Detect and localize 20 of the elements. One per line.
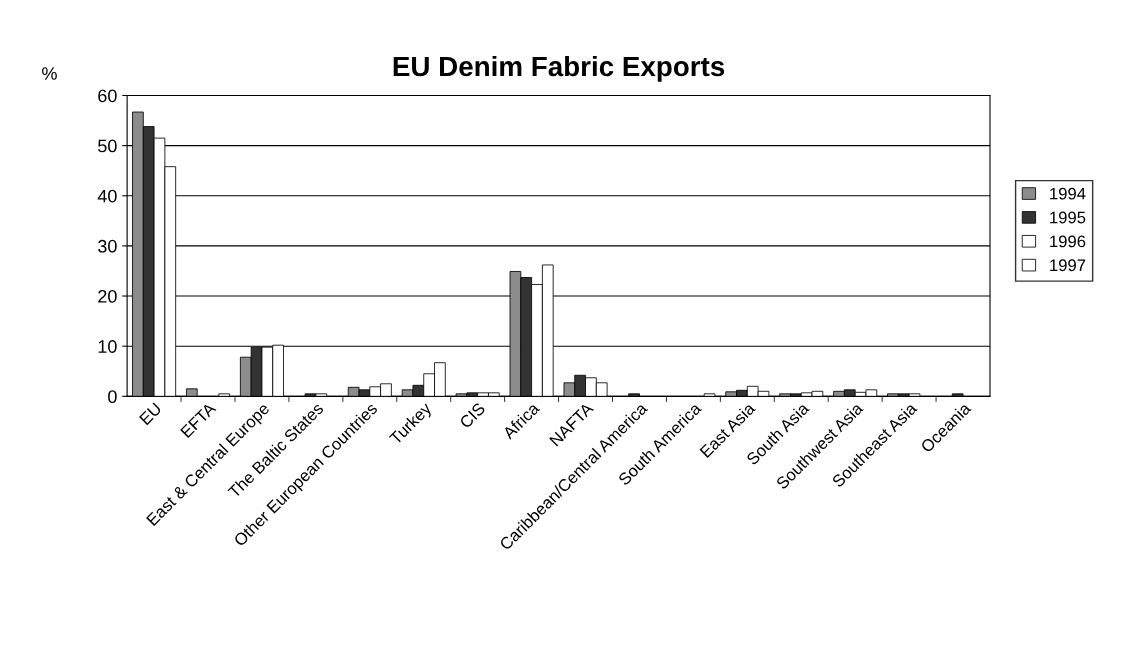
bar (703, 393, 716, 397)
legend-label: 1994 (1050, 187, 1086, 200)
bar (218, 393, 231, 397)
legend-label: 1995 (1050, 211, 1086, 224)
legend-label: 1996 (1050, 235, 1086, 248)
bar (951, 393, 964, 397)
legend-label: 1997 (1050, 259, 1086, 272)
chart-title: EU Denim Fabric Exports (393, 55, 725, 82)
bar (628, 393, 640, 397)
y-tick-label: 30 (98, 239, 117, 253)
y-tick-label: 60 (98, 89, 117, 103)
y-tick-label: 20 (98, 289, 117, 303)
x-tick-label: EU (139, 402, 162, 426)
bar (186, 388, 198, 397)
y-tick-label: 0 (108, 390, 117, 404)
y-tick-label: 40 (97, 189, 117, 203)
x-tick-label: CIS (458, 402, 486, 429)
y-tick-label: 50 (98, 139, 117, 153)
y-tick-label: 10 (98, 340, 117, 353)
y-axis-title: % (42, 67, 57, 80)
